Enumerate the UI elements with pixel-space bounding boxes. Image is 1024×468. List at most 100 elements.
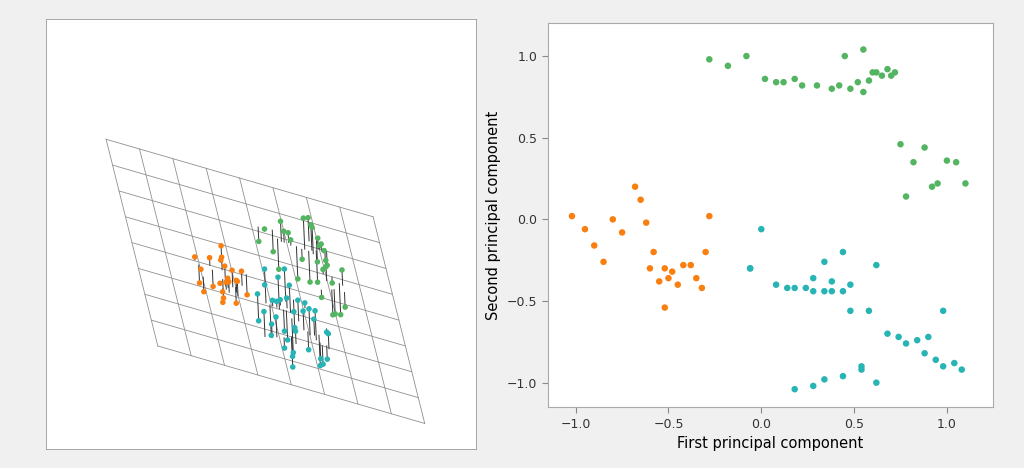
Point	[249, 290, 265, 298]
Point	[842, 85, 858, 93]
Point	[228, 300, 245, 307]
Point	[837, 52, 853, 60]
Point	[213, 256, 229, 264]
Point	[842, 307, 858, 314]
Point	[327, 310, 343, 318]
Point	[861, 307, 878, 314]
Point	[283, 236, 299, 243]
Point	[693, 284, 710, 292]
Point	[312, 355, 329, 363]
Point	[835, 249, 851, 256]
Point	[256, 265, 272, 273]
Point	[697, 249, 714, 256]
Point	[268, 298, 285, 305]
Point	[604, 216, 621, 223]
Point	[775, 79, 792, 86]
Point	[823, 287, 840, 295]
Point	[753, 226, 769, 233]
Point	[300, 346, 316, 353]
Point	[321, 330, 337, 337]
Point	[294, 256, 310, 263]
Point	[286, 308, 302, 315]
Point	[935, 307, 951, 314]
Point	[742, 264, 759, 272]
Point	[883, 72, 899, 80]
Point	[786, 284, 803, 292]
Point	[311, 242, 328, 249]
Point	[868, 261, 885, 269]
Point	[265, 248, 282, 256]
Point	[921, 333, 937, 341]
Point	[325, 311, 341, 319]
Point	[251, 238, 267, 245]
Point	[337, 303, 353, 311]
Point	[768, 79, 784, 86]
Point	[309, 258, 326, 266]
Point	[660, 274, 677, 282]
Point	[835, 373, 851, 380]
Y-axis label: Second principal component: Second principal component	[486, 110, 502, 320]
Point	[233, 267, 250, 275]
Point	[302, 278, 318, 286]
Point	[675, 261, 691, 269]
Point	[720, 62, 736, 70]
Point	[263, 331, 280, 339]
Point	[312, 362, 329, 369]
Point	[196, 288, 212, 295]
Point	[314, 266, 331, 273]
Point	[898, 193, 914, 200]
Point	[219, 275, 236, 282]
Point	[864, 69, 881, 76]
Point	[287, 324, 303, 331]
Point	[798, 284, 814, 292]
Point	[229, 278, 246, 285]
Point	[319, 355, 336, 363]
Point	[315, 360, 332, 368]
Point	[805, 287, 821, 295]
Point	[309, 278, 326, 286]
Point	[816, 376, 833, 383]
Point	[738, 52, 755, 60]
Point	[835, 287, 851, 295]
Point	[295, 214, 311, 222]
Point	[269, 273, 286, 281]
Point	[276, 328, 293, 335]
Point	[656, 304, 673, 311]
Point	[307, 307, 324, 314]
Point	[285, 349, 301, 356]
Point	[288, 328, 304, 335]
Point	[239, 291, 255, 299]
Point	[586, 242, 602, 249]
Point	[891, 333, 907, 341]
Point	[939, 157, 955, 164]
Point	[224, 266, 241, 274]
Point	[218, 278, 234, 286]
Point	[256, 281, 272, 289]
Point	[688, 274, 705, 282]
Point	[309, 234, 326, 242]
Point	[928, 356, 944, 364]
Point	[285, 353, 301, 360]
Point	[633, 196, 649, 204]
Point	[670, 281, 686, 288]
Point	[930, 180, 946, 187]
Point	[577, 226, 593, 233]
Point	[768, 281, 784, 288]
Point	[880, 330, 896, 337]
Point	[280, 336, 296, 344]
Point	[317, 263, 334, 271]
Point	[638, 219, 654, 227]
Point	[205, 283, 221, 290]
Point	[264, 297, 281, 304]
Point	[333, 311, 349, 318]
Point	[868, 379, 885, 387]
Point	[318, 329, 335, 336]
Point	[191, 279, 208, 287]
Point	[842, 281, 858, 288]
Point	[664, 268, 680, 275]
Point	[279, 294, 295, 302]
Point	[898, 340, 914, 347]
Point	[880, 66, 896, 73]
Point	[275, 227, 292, 235]
Point	[613, 229, 630, 236]
